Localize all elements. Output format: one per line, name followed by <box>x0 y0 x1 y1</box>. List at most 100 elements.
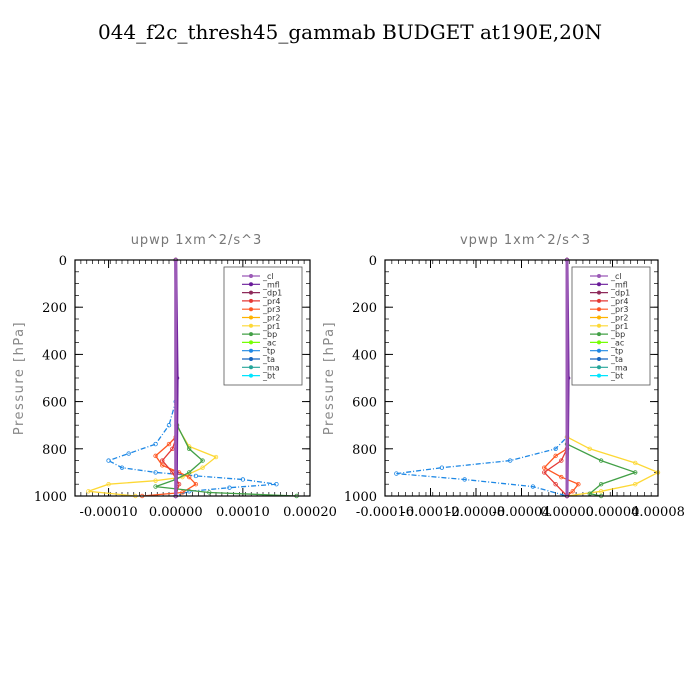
data-point <box>186 470 192 475</box>
x-tick-label: 0.00004 <box>586 505 640 520</box>
data-point <box>153 441 158 447</box>
data-point <box>507 458 513 463</box>
chart-panel-2: -0.00016-0.00012-0.00008-0.000040.000000… <box>322 233 685 520</box>
data-point <box>166 423 172 428</box>
x-tick-label: -0.00010 <box>79 505 137 520</box>
legend-marker <box>597 348 601 353</box>
y-tick-label: 400 <box>42 348 67 363</box>
legend-marker <box>597 340 601 345</box>
y-tick-label: 200 <box>42 301 67 316</box>
data-point <box>633 482 638 487</box>
series-line-tp <box>106 260 277 497</box>
series-line-pr4 <box>543 260 568 497</box>
series-line-pr1 <box>88 259 218 497</box>
legend-marker <box>249 357 253 361</box>
legend-label: _pr3 <box>262 305 280 314</box>
y-tick-label: 400 <box>352 348 377 363</box>
legend-marker <box>597 307 601 312</box>
data-point <box>153 484 158 489</box>
legend-marker <box>249 282 253 287</box>
legend-label: _pr4 <box>262 297 280 306</box>
data-point <box>576 482 581 487</box>
legend-marker <box>249 307 253 312</box>
data-point <box>633 470 638 475</box>
x-tick-label: 0.00000 <box>149 505 203 520</box>
data-point <box>274 482 279 487</box>
legend-marker <box>249 373 253 378</box>
data-point <box>86 489 91 494</box>
legend-label: _bt <box>262 372 275 381</box>
legend-label: _mfl <box>262 280 280 289</box>
legend-label: _ac <box>262 338 276 347</box>
legend-marker <box>597 373 601 378</box>
data-point <box>598 482 604 487</box>
data-point <box>106 458 111 463</box>
data-point <box>587 446 592 451</box>
series-line-pr1 <box>566 260 660 497</box>
legend-marker <box>597 332 601 337</box>
legend-label: _mfl <box>610 280 628 289</box>
y-tick-label: 0 <box>369 254 377 269</box>
data-point <box>462 477 467 482</box>
y-tick-label: 600 <box>42 396 67 411</box>
data-point <box>153 453 158 459</box>
legend-marker <box>597 365 601 370</box>
y-axis-label: Pressure [hPa] <box>322 321 337 435</box>
legend-label: _bt <box>610 372 623 381</box>
data-point <box>213 454 219 460</box>
legend-box <box>571 266 651 386</box>
series-line-pr3 <box>142 260 197 497</box>
data-point <box>166 441 172 447</box>
data-point <box>553 446 558 451</box>
legend-marker <box>249 315 253 320</box>
legend-marker <box>249 340 253 345</box>
y-tick-label: 200 <box>352 301 377 316</box>
legend-marker <box>597 298 601 303</box>
legend-label: _ta <box>262 355 275 364</box>
legend-label: _ac <box>610 338 624 347</box>
data-point <box>633 460 638 466</box>
x-tick-label: 0.00000 <box>540 505 594 520</box>
y-tick-label: 800 <box>42 443 67 458</box>
data-point <box>542 465 547 470</box>
x-tick-label: 0.00020 <box>283 505 337 520</box>
y-tick-label: 0 <box>59 254 67 269</box>
data-point <box>170 470 175 475</box>
legend-label: _cl <box>610 272 622 281</box>
plot-frame <box>74 259 311 497</box>
chart-title: upwp 1xm^2/s^3 <box>131 233 263 248</box>
legend-marker <box>597 274 601 278</box>
data-point <box>160 458 165 463</box>
data-point <box>559 458 564 463</box>
data-point <box>119 465 125 470</box>
data-point <box>439 465 445 470</box>
data-point <box>394 471 399 476</box>
data-point <box>180 490 185 495</box>
series-line-bp <box>155 259 297 497</box>
chart-title: vpwp 1xm^2/s^3 <box>460 233 591 248</box>
data-point <box>160 463 165 468</box>
data-point <box>227 485 232 490</box>
legend-label: _pr1 <box>262 322 280 331</box>
data-point <box>553 482 558 487</box>
data-point <box>200 458 205 463</box>
legend-label: _pr3 <box>610 305 628 314</box>
legend-label: _ta <box>610 355 623 364</box>
data-point <box>200 465 205 470</box>
data-point <box>186 474 192 480</box>
legend-label: _pr2 <box>262 314 280 323</box>
plot-frame <box>384 259 659 497</box>
legend-marker <box>249 323 253 328</box>
x-tick-label: -0.00004 <box>492 505 550 520</box>
data-point <box>598 489 604 494</box>
legend-label: _pr4 <box>610 297 628 306</box>
data-point <box>193 482 199 487</box>
legend-label: _pr1 <box>610 322 628 331</box>
legend-label: _bp <box>610 330 625 339</box>
data-point <box>559 474 564 480</box>
data-point <box>153 478 158 483</box>
data-point <box>193 473 199 479</box>
x-tick-label: -0.00008 <box>447 505 505 520</box>
